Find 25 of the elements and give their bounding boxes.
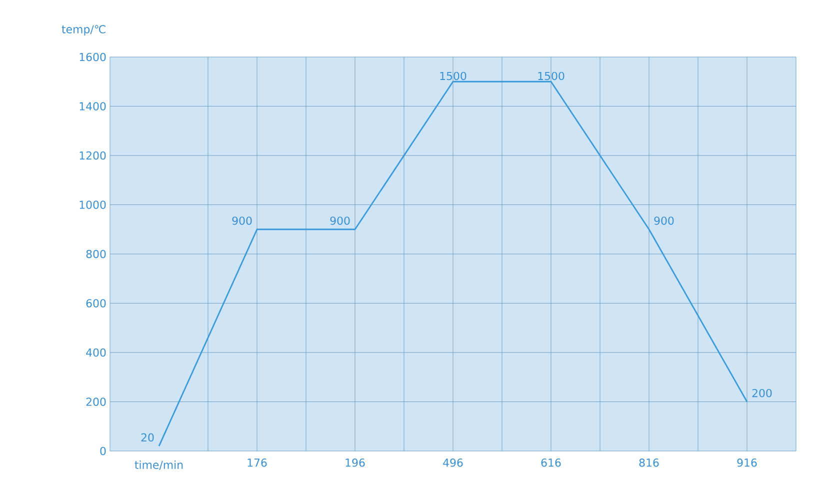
y-tick-label: 1000 [80, 200, 106, 209]
y-tick-label: 200 [86, 398, 106, 406]
data-label: 900 [232, 216, 252, 225]
x-tick-label: 496 [443, 458, 463, 467]
line-series [158, 80, 748, 447]
x-axis-title: time/min [134, 460, 183, 470]
y-tick-label: 0 [100, 446, 106, 456]
y-tick-label: 1200 [80, 151, 106, 160]
y-tick-label: 400 [86, 348, 106, 357]
y-tick-label: 600 [86, 299, 106, 308]
data-label: 1500 [538, 72, 564, 80]
data-label: 200 [752, 388, 772, 398]
y-tick-label: 1600 [80, 52, 106, 62]
y-tick-label: 800 [86, 250, 106, 258]
x-tick-label: 176 [248, 458, 267, 467]
x-tick-label: 916 [737, 458, 757, 467]
data-label: 1500 [440, 72, 466, 80]
x-tick-label: 616 [541, 458, 561, 467]
y-tick-label: 1400 [80, 102, 106, 110]
x-tick-label: 816 [639, 458, 659, 467]
data-label: 900 [330, 216, 350, 225]
y-axis-title: temp/℃ [62, 25, 106, 36]
data-label: 20 [141, 433, 154, 442]
x-tick-label: 196 [346, 458, 365, 467]
data-label: 900 [654, 216, 674, 225]
